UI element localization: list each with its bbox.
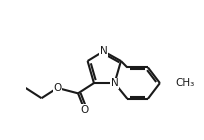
Text: N: N — [110, 78, 118, 88]
Text: O: O — [53, 83, 61, 93]
Text: N: N — [99, 46, 107, 56]
Text: O: O — [80, 104, 88, 115]
Text: CH₃: CH₃ — [174, 78, 193, 88]
